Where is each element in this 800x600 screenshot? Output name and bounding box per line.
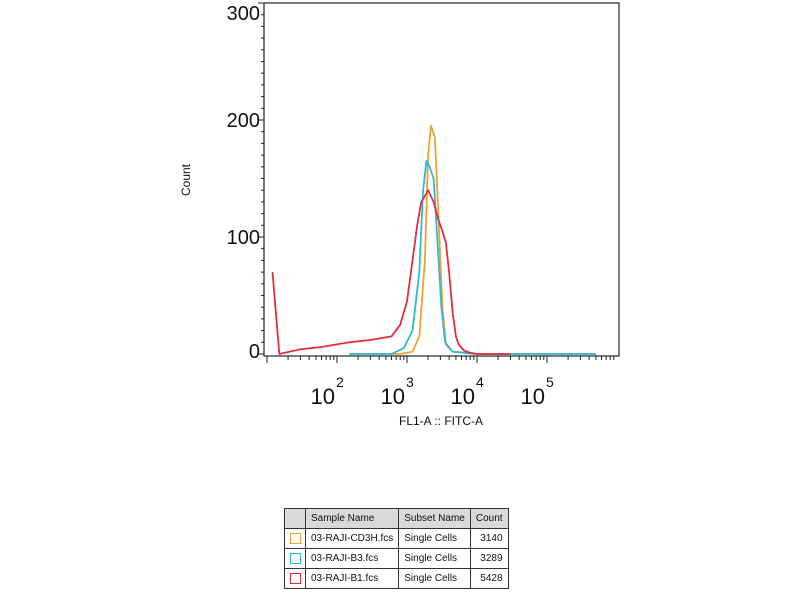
x-tick-label: 10	[521, 384, 545, 409]
x-tick-exponent: 4	[476, 374, 484, 390]
legend-swatch	[289, 532, 301, 544]
legend-count: 3289	[469, 548, 509, 569]
legend-swatch	[289, 552, 301, 564]
legend-sample-name: 03-RAJI-B3.fcs	[304, 548, 400, 569]
legend-swatch-cell	[284, 528, 306, 549]
y-tick-label: 200	[227, 110, 260, 132]
y-axis-ticks: 0 100 200 300	[227, 2, 264, 363]
legend-subset-name: Single Cells	[398, 548, 471, 569]
x-tick-label: 10	[451, 384, 475, 409]
series-line-2	[349, 160, 596, 355]
x-axis-label: FL1-A :: FITC-A	[399, 414, 483, 428]
legend-header-swatch	[284, 508, 306, 529]
legend-header-sample: Sample Name	[304, 508, 400, 529]
x-tick-exponent: 5	[546, 374, 554, 390]
y-axis-label: Count	[179, 163, 193, 196]
y-tick-label: 0	[249, 341, 260, 363]
legend-header-count: Count	[469, 508, 509, 529]
x-tick-label: 10	[311, 384, 335, 409]
legend-table: Sample Name Subset Name Count 03-RAJI-CD…	[284, 508, 509, 589]
x-tick-exponent: 2	[336, 374, 344, 390]
x-tick-exponent: 3	[406, 374, 414, 390]
series-layer	[271, 124, 596, 355]
legend-sample-name: 03-RAJI-CD3H.fcs	[304, 528, 400, 549]
legend-swatch-cell	[284, 548, 306, 569]
legend-row: 03-RAJI-B1.fcs Single Cells 5428	[284, 568, 509, 589]
legend-sample-name: 03-RAJI-B1.fcs	[304, 568, 400, 589]
legend-row: 03-RAJI-B3.fcs Single Cells 3289	[284, 548, 509, 569]
y-tick-label: 100	[227, 227, 260, 249]
legend-swatch-cell	[284, 568, 306, 589]
legend-subset-name: Single Cells	[398, 568, 471, 589]
legend-swatch	[289, 572, 301, 584]
legend-row: 03-RAJI-CD3H.fcs Single Cells 3140	[284, 528, 509, 549]
y-tick-label: 300	[227, 3, 260, 25]
legend-header-subset: Subset Name	[398, 508, 471, 529]
legend-count: 5428	[469, 568, 509, 589]
legend-count: 3140	[469, 528, 509, 549]
legend-header-row: Sample Name Subset Name Count	[284, 508, 509, 529]
x-tick-label: 10	[381, 384, 405, 409]
series-line-3	[271, 189, 511, 355]
minor-ticks	[266, 356, 615, 363]
legend-subset-name: Single Cells	[398, 528, 471, 549]
